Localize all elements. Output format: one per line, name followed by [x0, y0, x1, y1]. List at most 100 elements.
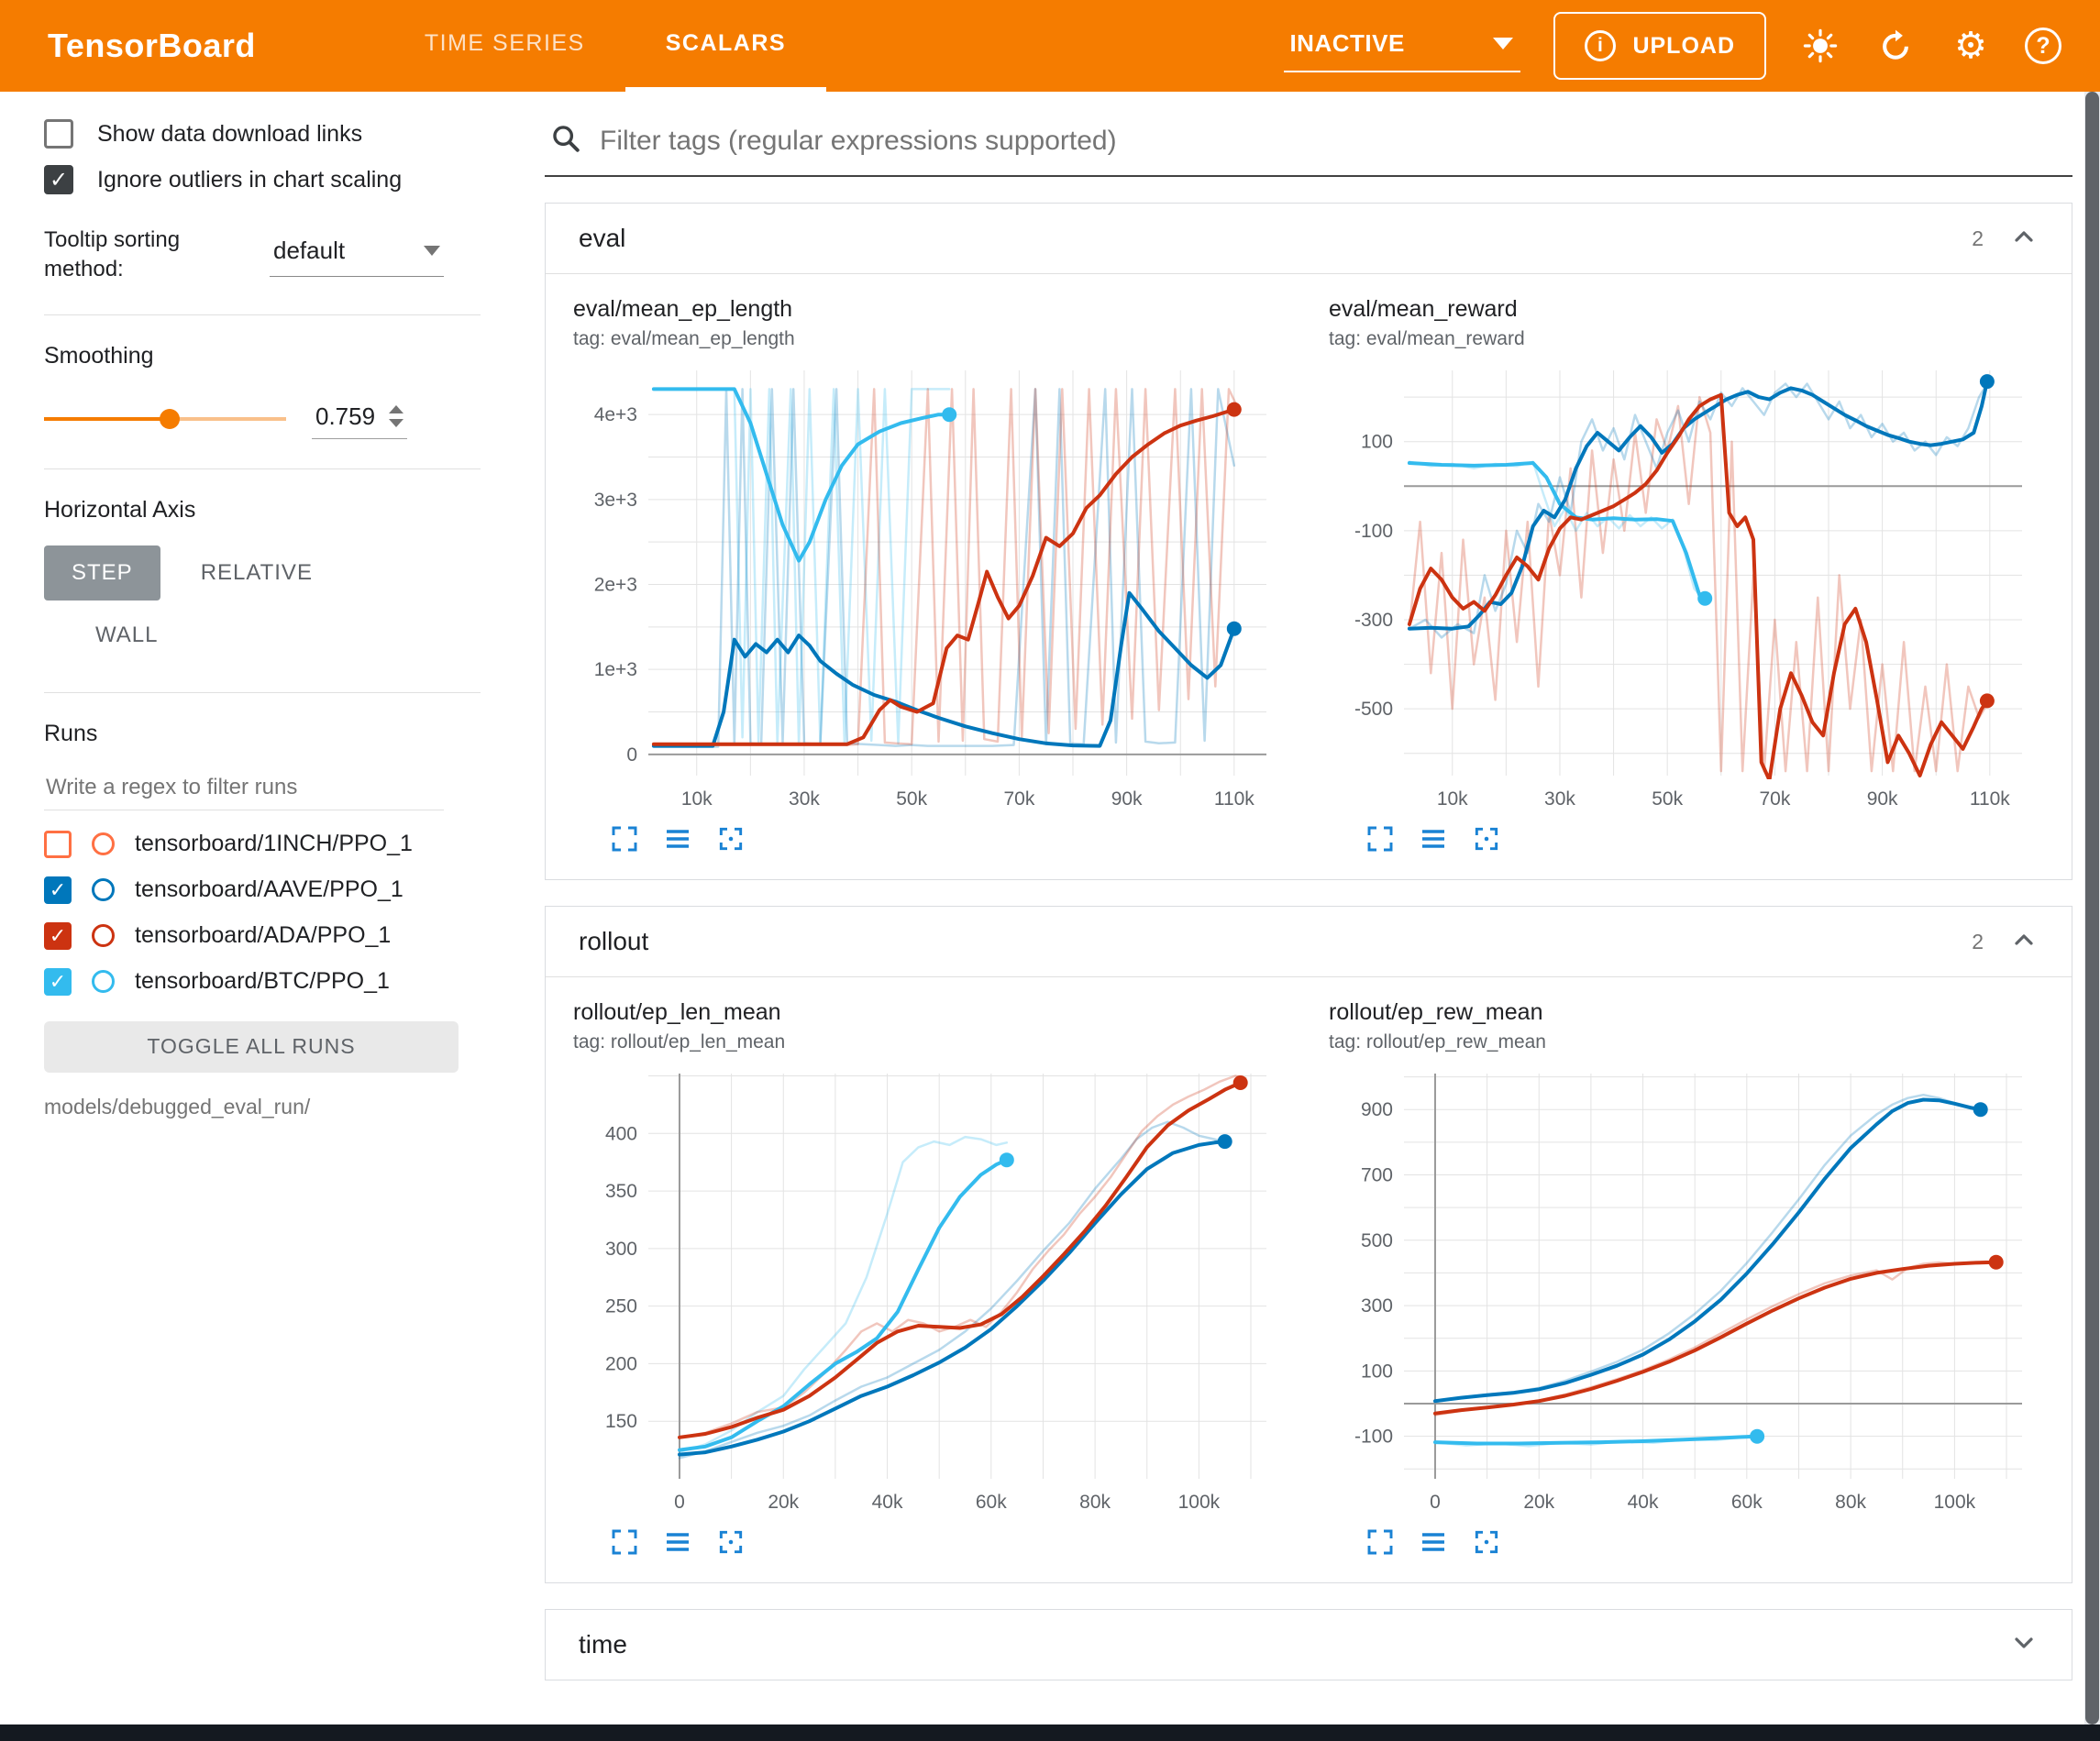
upload-button[interactable]: i UPLOAD: [1553, 12, 1766, 80]
content-area: Show data download links Ignore outliers…: [0, 92, 2100, 1740]
fit-domain-icon[interactable]: [716, 824, 746, 854]
axis-step-button[interactable]: STEP: [44, 545, 160, 601]
chart-data-table-icon[interactable]: [1419, 824, 1448, 854]
svg-text:40k: 40k: [872, 1492, 903, 1513]
chart-canvas[interactable]: 0 20k 40k 60k 80k 100k 150 200 250 300 350 400: [573, 1061, 1288, 1524]
run-checkbox[interactable]: [44, 876, 72, 904]
ignore-outliers-checkbox[interactable]: [44, 165, 73, 194]
svg-text:20k: 20k: [768, 1492, 799, 1513]
run-row[interactable]: tensorboard/ADA/PPO_1: [44, 913, 481, 959]
header-actions: INACTIVE i UPLOAD ⚙ ?: [1284, 12, 2100, 80]
search-icon: [550, 123, 581, 159]
svg-text:70k: 70k: [1759, 788, 1790, 810]
svg-text:350: 350: [605, 1181, 637, 1202]
chart-title: rollout/ep_len_mean: [573, 999, 781, 1025]
svg-text:300: 300: [605, 1239, 637, 1260]
svg-text:40k: 40k: [1628, 1492, 1659, 1513]
run-checkbox[interactable]: [44, 830, 72, 858]
axis-wall-button[interactable]: WALL: [68, 608, 185, 663]
slider-thumb[interactable]: [160, 408, 181, 429]
tooltip-sorting-value: default: [273, 237, 346, 264]
svg-text:50k: 50k: [896, 788, 927, 810]
tab-time-series[interactable]: TIME SERIES: [424, 30, 585, 56]
chart-card: eval/mean_reward tag: eval/mean_reward 10k…: [1329, 296, 2044, 854]
tab-scalars[interactable]: SCALARS: [624, 0, 827, 92]
chart-toolbar: [1329, 824, 2044, 854]
ignore-outliers-row: Ignore outliers in chart scaling: [44, 165, 481, 194]
chart-card: eval/mean_ep_length tag: eval/mean_ep_len…: [573, 296, 1288, 854]
run-color-circle[interactable]: [92, 970, 115, 994]
toggle-all-runs-button[interactable]: TOGGLE ALL RUNS: [44, 1020, 459, 1073]
chart-canvas[interactable]: 0 20k 40k 60k 80k 100k 900 700 500 300 100 -100: [1329, 1061, 2044, 1524]
section-header-rollout[interactable]: rollout 2: [546, 907, 2072, 976]
svg-text:50k: 50k: [1652, 788, 1683, 810]
chart-title: eval/mean_reward: [1329, 296, 1518, 322]
run-row[interactable]: tensorboard/AAVE/PPO_1: [44, 867, 481, 913]
chevron-up-icon[interactable]: [2009, 925, 2039, 959]
run-checkbox[interactable]: [44, 967, 72, 996]
svg-text:150: 150: [605, 1411, 637, 1432]
svg-text:30k: 30k: [1544, 788, 1575, 810]
svg-text:0: 0: [1430, 1492, 1441, 1513]
info-icon: i: [1585, 30, 1617, 61]
fit-domain-icon[interactable]: [1472, 1527, 1501, 1557]
fit-domain-icon[interactable]: [716, 1527, 746, 1557]
help-icon[interactable]: ?: [2025, 28, 2061, 64]
fit-domain-icon[interactable]: [1472, 824, 1501, 854]
run-label: tensorboard/BTC/PPO_1: [135, 968, 390, 995]
smoothing-value-input[interactable]: 0.759: [312, 399, 407, 439]
chevron-up-icon[interactable]: [2009, 222, 2039, 256]
divider: [44, 691, 481, 693]
section-controls: 2: [1972, 222, 2039, 256]
show-download-links-checkbox[interactable]: [44, 119, 73, 149]
run-label: tensorboard/1INCH/PPO_1: [135, 831, 413, 857]
chart-data-table-icon[interactable]: [663, 824, 692, 854]
section-count: 2: [1972, 226, 1984, 250]
expand-chart-icon[interactable]: [1365, 824, 1395, 854]
section-header-eval[interactable]: eval 2: [546, 204, 2072, 273]
chart-toolbar: [573, 824, 1288, 854]
axis-relative-button[interactable]: RELATIVE: [173, 545, 340, 601]
settings-gear-icon[interactable]: ⚙: [1954, 26, 1987, 66]
vertical-scrollbar[interactable]: [2084, 92, 2100, 1724]
tooltip-sorting-dropdown[interactable]: default: [270, 229, 444, 277]
tooltip-sorting-row: Tooltip sorting method: default: [44, 226, 481, 285]
upload-label: UPLOAD: [1632, 32, 1735, 59]
runs-filter-input[interactable]: [44, 765, 444, 810]
chart-tag: tag: eval/mean_reward: [1329, 328, 1525, 349]
status-dropdown[interactable]: INACTIVE: [1284, 20, 1521, 72]
chart-data-table-icon[interactable]: [663, 1527, 692, 1557]
chevron-down-icon[interactable]: [2009, 1628, 2039, 1662]
filter-tags-input[interactable]: [600, 125, 2067, 157]
svg-text:90k: 90k: [1867, 788, 1898, 810]
svg-text:-300: -300: [1354, 610, 1393, 631]
refresh-icon[interactable]: [1874, 25, 1917, 67]
expand-chart-icon[interactable]: [1365, 1527, 1395, 1557]
run-color-circle[interactable]: [92, 924, 115, 948]
run-checkbox[interactable]: [44, 921, 72, 950]
horizontal-axis-label: Horizontal Axis: [44, 496, 196, 523]
chart-data-table-icon[interactable]: [1419, 1527, 1448, 1557]
number-stepper-icon[interactable]: [389, 405, 403, 428]
chart-canvas[interactable]: 10k 30k 50k 70k 90k 110k 100 -100 -300 -500: [1329, 358, 2044, 821]
scrollbar-thumb[interactable]: [2085, 92, 2099, 1724]
chevron-down-icon: [424, 246, 440, 256]
show-download-links-row: Show data download links: [44, 119, 481, 149]
horizontal-axis-buttons: STEP RELATIVE: [44, 545, 481, 601]
brightness-icon[interactable]: [1799, 25, 1841, 67]
chart-canvas[interactable]: 10k 30k 50k 70k 90k 110k 0 1e+3 2e+3 3e+3 4e+3: [573, 358, 1288, 821]
svg-text:60k: 60k: [1731, 1492, 1763, 1513]
section-header-time[interactable]: time: [546, 1610, 2072, 1680]
expand-chart-icon[interactable]: [610, 824, 639, 854]
svg-text:10k: 10k: [1437, 788, 1468, 810]
run-color-circle[interactable]: [92, 878, 115, 902]
smoothing-value: 0.759: [315, 402, 376, 430]
run-row[interactable]: tensorboard/1INCH/PPO_1: [44, 821, 481, 867]
run-row[interactable]: tensorboard/BTC/PPO_1: [44, 959, 481, 1005]
chevron-down-icon: [1493, 37, 1514, 50]
expand-chart-icon[interactable]: [610, 1527, 639, 1557]
section-eval: eval 2 eval/mean_ep_length tag: eval/mean…: [545, 203, 2072, 880]
run-color-circle[interactable]: [92, 832, 115, 856]
svg-text:100: 100: [1361, 432, 1393, 453]
smoothing-slider[interactable]: [44, 408, 286, 430]
